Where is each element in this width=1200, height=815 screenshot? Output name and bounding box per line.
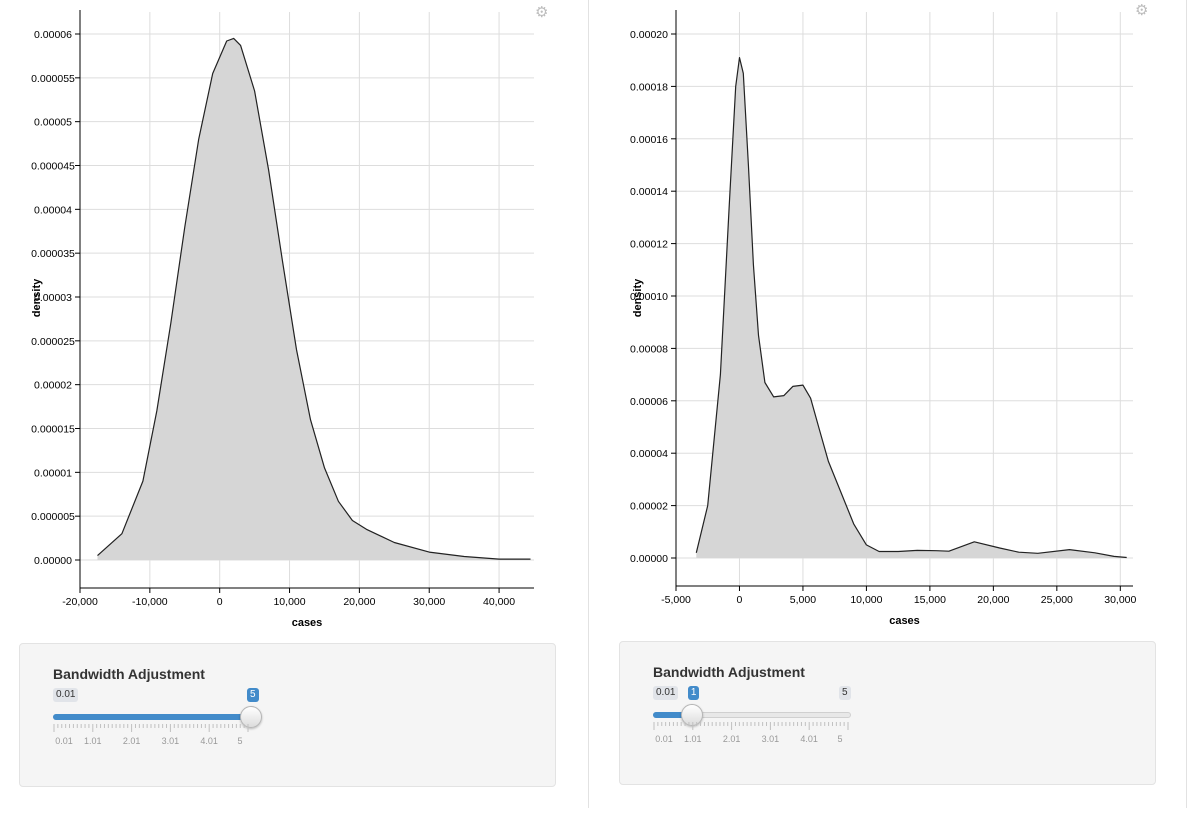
slider-grid-label: 5 [837,734,843,744]
slider-fill [653,712,692,718]
bandwidth-well-left: Bandwidth Adjustment 0.01 5 5 0.01 1.01 2.… [19,643,556,787]
y-tick-label: 0.00002 [630,501,668,513]
y-tick-label: 0.000035 [31,248,75,260]
slider-grid-label: 1.01 [84,736,102,746]
y-tick-label: 0.00005 [34,117,72,129]
x-tick-label: 15,000 [914,594,946,606]
y-tick-label: 0.000025 [31,336,75,348]
y-tick-label: 0.00010 [630,291,668,303]
x-tick-label: -20,000 [62,596,98,608]
x-tick-label: 5,000 [790,594,816,606]
gear-icon[interactable]: ⚙ [1135,2,1149,19]
slider-grid-label: 3.01 [161,736,180,746]
x-tick-label: 30,000 [1104,594,1136,606]
slider-grid-label: 4.01 [800,734,818,744]
x-axis-label: cases [292,617,323,629]
density-panel-right: -5,000 0 5,000 10,000 15,000 20,000 25,000 30,0… [590,0,1200,815]
density-line [695,57,1127,559]
y-tick-label: 0.000055 [31,73,75,85]
y-tick-label: 0.00006 [630,396,668,408]
slider-min-label: 0.01 [53,688,79,702]
bandwidth-label: Bandwidth Adjustment [53,666,205,682]
y-tick-label: 0.00012 [630,239,668,251]
y-tick-label: 0.00014 [630,186,668,198]
gear-icon[interactable]: ⚙ [535,4,549,21]
slider-grid-label: 1.01 [684,734,702,744]
slider-grid-label: 4.01 [200,736,218,746]
x-tick-label: 10,000 [273,596,305,608]
density-area [696,57,1127,558]
x-tick-label: -10,000 [132,596,168,608]
y-tick-label: 0.000015 [31,424,75,436]
y-tick-label: 0.00004 [34,204,72,216]
y-tick-label: 0.000005 [31,511,75,523]
y-tick-label: 0.00016 [630,134,668,146]
slider-grid [653,722,849,730]
x-tick-label: 10,000 [850,594,882,606]
slider-grid [53,724,249,732]
y-tick-label: 0.00001 [34,467,72,479]
slider-max-label: 5 [839,686,851,700]
y-tick-label: 0.00006 [34,29,72,41]
y-tick-label: 0.00000 [34,555,72,567]
bandwidth-slider[interactable]: 0.01 5 1 0.01 1.01 2.01 3.01 4.01 5 [653,686,853,746]
y-tick-label: 0.00004 [630,448,668,460]
density-chart-right: -5,000 0 5,000 10,000 15,000 20,000 25,000 30,0… [630,10,1137,627]
x-tick-label: 25,000 [1041,594,1073,606]
slider-handle[interactable] [680,704,703,726]
y-tick-label: 0.00003 [34,292,72,304]
y-tick-label: 0.00020 [630,29,668,41]
y-tick-label: 0.00002 [34,380,72,392]
x-tick-label: 40,000 [483,596,515,608]
slider-grid-label: 2.01 [122,736,141,746]
y-axis-label: density [632,278,644,317]
slider-grid-label: 0.01 [55,736,73,746]
panel-edge [1186,0,1187,808]
x-tick-label: 0 [737,594,743,606]
slider-grid-label: 5 [237,736,243,746]
y-tick-label: 0.00018 [630,81,668,93]
density-line [97,37,531,560]
y-tick-label: 0.00008 [630,343,668,355]
slider-grid-label: 3.01 [761,734,780,744]
bandwidth-label: Bandwidth Adjustment [653,664,805,680]
y-tick-label: 0.000045 [31,161,75,173]
y-tick-label: 0.00000 [630,553,668,565]
x-tick-label: 20,000 [343,596,375,608]
x-tick-label: 0 [217,596,223,608]
density-area [97,38,531,560]
x-tick-label: -5,000 [661,594,691,606]
x-tick-label: 30,000 [413,596,445,608]
slider-min-label: 0.01 [653,686,679,700]
bandwidth-slider[interactable]: 0.01 5 5 0.011.012.013.014.015 [53,688,262,748]
grid-lines [79,12,534,588]
slider-fill [53,714,249,720]
slider-value-label: 1 [687,686,700,700]
density-chart-left: -20,000 -10,000 0 10,000 20,000 30,000 40,000 0… [31,10,534,629]
slider-grid-label: 0.01 [655,734,673,744]
slider-grid-label: 2.01 [722,734,741,744]
slider-handle[interactable] [240,706,262,728]
x-tick-label: 20,000 [977,594,1009,606]
x-axis-label: cases [889,615,920,627]
slider-value-label: 5 [247,688,259,702]
density-panel-left: -20,000 -10,000 0 10,000 20,000 30,000 40,000 0… [0,0,588,815]
bandwidth-well-right: Bandwidth Adjustment 0.01 5 1 0.01 1.01 2.… [619,641,1156,785]
panel-divider [588,0,589,808]
y-axis-label: density [31,278,43,317]
